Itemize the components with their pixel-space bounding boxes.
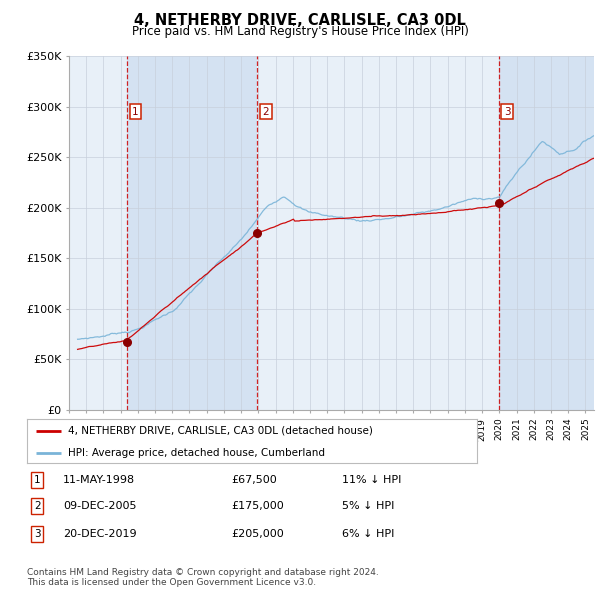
Text: 11% ↓ HPI: 11% ↓ HPI xyxy=(342,475,401,484)
Text: 5% ↓ HPI: 5% ↓ HPI xyxy=(342,502,394,511)
Text: 4, NETHERBY DRIVE, CARLISLE, CA3 0DL: 4, NETHERBY DRIVE, CARLISLE, CA3 0DL xyxy=(134,13,466,28)
Text: 3: 3 xyxy=(504,107,511,117)
Text: 20-DEC-2019: 20-DEC-2019 xyxy=(63,529,137,539)
Bar xyxy=(127,56,257,410)
Text: 09-DEC-2005: 09-DEC-2005 xyxy=(63,502,137,511)
Text: 2: 2 xyxy=(262,107,269,117)
Text: £67,500: £67,500 xyxy=(231,475,277,484)
Text: £205,000: £205,000 xyxy=(231,529,284,539)
Text: 6% ↓ HPI: 6% ↓ HPI xyxy=(342,529,394,539)
Text: Price paid vs. HM Land Registry's House Price Index (HPI): Price paid vs. HM Land Registry's House … xyxy=(131,25,469,38)
Bar xyxy=(499,56,594,410)
Text: 4, NETHERBY DRIVE, CARLISLE, CA3 0DL (detached house): 4, NETHERBY DRIVE, CARLISLE, CA3 0DL (de… xyxy=(67,426,373,436)
Bar xyxy=(77,56,127,410)
Text: Contains HM Land Registry data © Crown copyright and database right 2024.
This d: Contains HM Land Registry data © Crown c… xyxy=(27,568,379,587)
Text: £175,000: £175,000 xyxy=(231,502,284,511)
Text: HPI: Average price, detached house, Cumberland: HPI: Average price, detached house, Cumb… xyxy=(67,448,325,458)
Text: 2: 2 xyxy=(34,502,41,511)
Text: 1: 1 xyxy=(34,475,41,484)
Text: 11-MAY-1998: 11-MAY-1998 xyxy=(63,475,135,484)
Text: 3: 3 xyxy=(34,529,41,539)
Text: 1: 1 xyxy=(132,107,139,117)
